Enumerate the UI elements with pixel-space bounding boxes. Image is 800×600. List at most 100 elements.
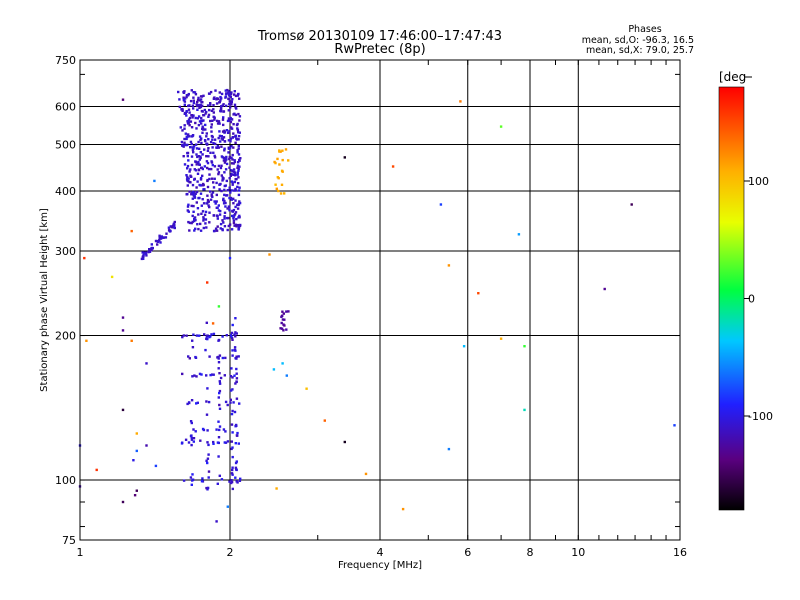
data-point	[236, 127, 239, 130]
x-tick-label: 2	[227, 546, 234, 559]
data-point	[121, 500, 125, 504]
data-point	[148, 248, 151, 251]
data-point	[189, 434, 193, 438]
data-point	[217, 204, 220, 207]
data-point	[223, 225, 227, 228]
data-point	[187, 210, 190, 213]
data-point	[180, 107, 184, 111]
data-point	[232, 215, 235, 219]
data-point	[202, 94, 205, 97]
data-point	[188, 111, 191, 114]
data-point	[227, 117, 231, 120]
data-point	[209, 373, 212, 377]
data-point	[195, 127, 198, 130]
data-point	[226, 119, 230, 123]
data-point	[222, 156, 226, 160]
data-point	[305, 387, 308, 390]
data-point	[229, 101, 232, 105]
data-point	[227, 224, 230, 228]
data-point	[221, 228, 224, 231]
data-point	[218, 382, 222, 385]
data-point	[215, 146, 218, 149]
data-point	[230, 228, 234, 231]
data-point	[199, 151, 202, 154]
data-point	[218, 389, 222, 393]
data-point	[237, 189, 241, 192]
data-point	[209, 198, 213, 201]
data-point	[198, 158, 201, 161]
data-point	[213, 177, 216, 180]
data-point	[210, 134, 214, 138]
data-point	[237, 182, 240, 185]
data-point	[228, 223, 232, 226]
data-point	[216, 214, 219, 218]
data-point	[192, 210, 195, 213]
data-point	[199, 439, 202, 442]
data-point	[228, 94, 231, 98]
data-point	[273, 160, 276, 164]
data-point	[218, 425, 222, 428]
data-point	[238, 159, 241, 162]
y-tick-label: 200	[55, 330, 76, 343]
data-point	[165, 232, 168, 235]
data-point	[225, 179, 228, 183]
data-point	[235, 468, 238, 471]
data-point	[193, 91, 197, 94]
data-point	[213, 118, 216, 121]
data-point	[132, 459, 135, 462]
data-point	[231, 136, 234, 139]
data-point	[226, 505, 229, 508]
data-point	[189, 140, 193, 144]
data-point	[186, 192, 189, 196]
data-point	[196, 100, 199, 104]
data-point	[196, 155, 199, 159]
data-point	[217, 396, 220, 399]
data-point	[183, 103, 186, 106]
data-point	[183, 124, 186, 127]
data-point	[203, 188, 206, 191]
data-point	[208, 108, 211, 112]
data-point	[237, 176, 240, 179]
data-point	[158, 237, 161, 240]
colorbar-tick-label: 0	[748, 293, 755, 306]
data-point	[223, 171, 226, 174]
data-point	[218, 380, 221, 383]
data-point	[207, 155, 210, 158]
data-point	[154, 464, 158, 468]
data-point	[231, 409, 234, 413]
data-point	[229, 92, 233, 96]
data-point	[197, 140, 200, 144]
data-point	[233, 180, 237, 184]
data-point	[234, 205, 237, 209]
data-point	[234, 211, 238, 214]
data-point	[220, 135, 223, 138]
data-point	[235, 377, 239, 380]
data-point	[225, 162, 229, 166]
data-point	[209, 140, 213, 144]
data-point	[210, 194, 213, 197]
data-point	[202, 217, 205, 220]
data-point	[231, 214, 234, 218]
data-point	[237, 226, 241, 229]
data-point	[145, 362, 148, 365]
data-point	[208, 211, 211, 214]
data-point	[142, 254, 145, 257]
data-point	[229, 375, 233, 378]
data-point	[156, 243, 159, 246]
data-point	[237, 138, 240, 141]
data-point	[192, 151, 195, 154]
data-point	[238, 165, 241, 168]
chart-title: Tromsø 20130109 17:46:00–17:47:43	[257, 29, 502, 44]
data-point	[236, 128, 240, 132]
data-point	[169, 229, 172, 233]
data-point	[199, 176, 203, 180]
data-point	[216, 168, 219, 171]
data-point	[185, 114, 188, 117]
data-point	[191, 214, 194, 218]
data-point	[237, 161, 240, 164]
data-point	[231, 338, 234, 341]
data-point	[199, 222, 202, 226]
data-point	[234, 189, 238, 192]
data-point	[200, 166, 203, 169]
data-point	[195, 163, 198, 166]
